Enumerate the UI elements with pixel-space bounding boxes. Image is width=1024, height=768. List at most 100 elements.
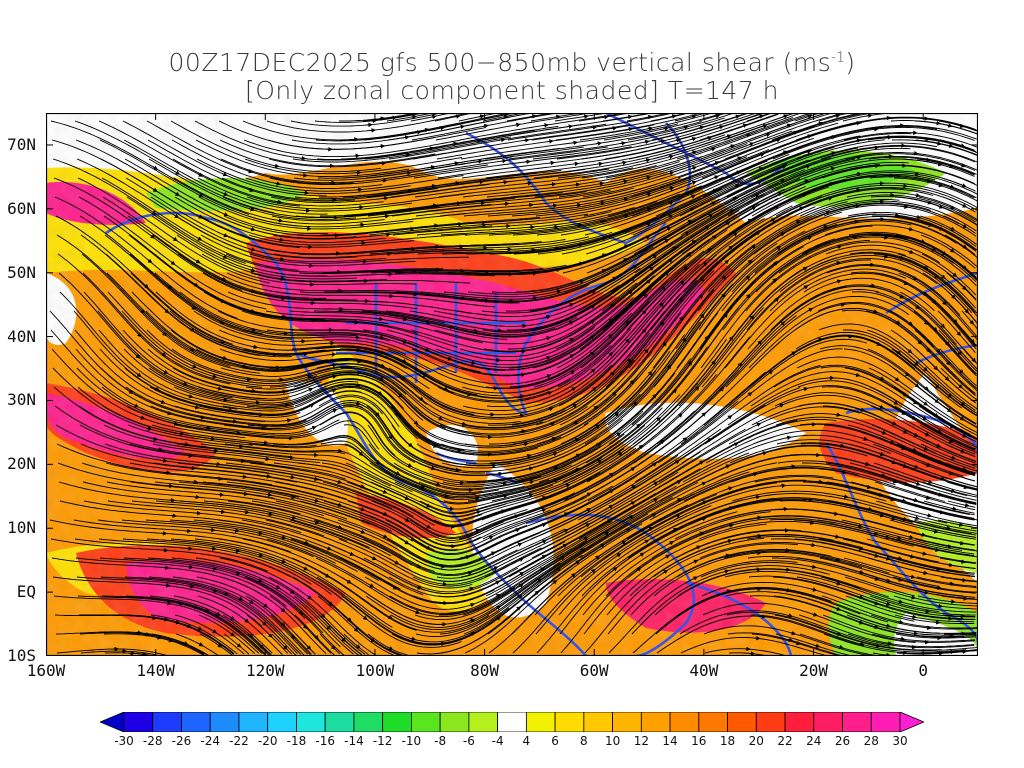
streamline-arrow bbox=[836, 244, 843, 250]
colorbar-under-arrow bbox=[100, 712, 125, 732]
streamline bbox=[389, 146, 608, 179]
streamline bbox=[889, 310, 977, 389]
streamline bbox=[563, 369, 739, 502]
streamline-arrow bbox=[336, 448, 343, 454]
streamline-arrow bbox=[933, 412, 939, 418]
streamline bbox=[553, 201, 745, 312]
colorbar-tick-label: 12 bbox=[633, 734, 649, 748]
streamline-arrow bbox=[678, 297, 683, 303]
streamline-arrow bbox=[576, 222, 583, 228]
streamline bbox=[124, 367, 331, 415]
streamline bbox=[677, 113, 872, 179]
streamline-arrow bbox=[415, 564, 422, 569]
streamline-arrow bbox=[622, 258, 629, 263]
streamline-arrow bbox=[555, 289, 562, 294]
streamline bbox=[372, 284, 590, 303]
streamline-arrow bbox=[949, 599, 956, 604]
streamline-arrow bbox=[622, 197, 629, 202]
lon-label: 20W bbox=[799, 661, 828, 680]
streamline-arrow bbox=[547, 407, 554, 412]
streamline bbox=[462, 161, 680, 198]
streamline bbox=[393, 231, 613, 255]
colorbar-swatch bbox=[842, 712, 872, 732]
streamline-arrow bbox=[635, 423, 641, 429]
streamline-arrow bbox=[627, 289, 633, 295]
streamline-arrow bbox=[381, 489, 388, 494]
streamline bbox=[531, 113, 686, 141]
streamline-arrow bbox=[747, 392, 753, 397]
streamline-arrow bbox=[949, 248, 955, 253]
streamline-arrow bbox=[946, 393, 953, 399]
streamline-arrow bbox=[699, 277, 705, 282]
streamline-arrow bbox=[542, 123, 549, 128]
streamline bbox=[607, 260, 754, 426]
shear-map bbox=[46, 113, 978, 656]
streamline-arrow bbox=[910, 415, 917, 420]
streamline bbox=[414, 167, 634, 198]
streamline bbox=[535, 279, 698, 426]
streamline bbox=[125, 177, 328, 255]
streamline-arrow bbox=[401, 316, 408, 322]
streamline-arrow bbox=[901, 463, 908, 469]
streamline bbox=[148, 158, 357, 220]
streamline bbox=[179, 500, 392, 557]
streamline-arrow bbox=[549, 422, 556, 427]
streamline-arrow bbox=[197, 172, 204, 177]
streamline-arrow bbox=[608, 318, 614, 323]
streamline-arrow bbox=[949, 488, 956, 493]
streamline bbox=[416, 206, 635, 236]
streamline-arrow bbox=[736, 156, 743, 161]
streamline-arrow bbox=[252, 344, 259, 350]
streamline-arrow bbox=[894, 233, 901, 238]
streamline-arrow bbox=[632, 401, 638, 407]
streamline-arrow bbox=[378, 376, 385, 381]
streamline-arrow bbox=[143, 283, 149, 289]
streamline bbox=[539, 197, 738, 293]
streamline-arrow bbox=[732, 232, 738, 237]
streamline bbox=[557, 240, 722, 388]
streamline-arrow bbox=[912, 497, 919, 503]
streamline-arrow bbox=[940, 274, 946, 279]
streamline bbox=[700, 239, 870, 369]
streamline bbox=[779, 254, 973, 314]
colorbar-swatch bbox=[382, 712, 412, 732]
streamline bbox=[562, 339, 727, 483]
streamline-arrow bbox=[646, 279, 652, 284]
streamline bbox=[248, 233, 468, 246]
streamline bbox=[748, 303, 934, 369]
streamline-arrow bbox=[460, 421, 467, 427]
streamline-arrow bbox=[193, 404, 200, 410]
streamline-arrow bbox=[474, 529, 481, 534]
streamline-arrow bbox=[690, 194, 696, 199]
streamline bbox=[395, 471, 601, 527]
colorbar-tick-label: -4 bbox=[491, 734, 504, 748]
streamline-arrow bbox=[724, 464, 731, 469]
streamline bbox=[154, 272, 358, 337]
streamline-arrow bbox=[656, 416, 662, 422]
streamline bbox=[79, 424, 295, 470]
streamline-arrow bbox=[713, 161, 720, 166]
streamline bbox=[218, 329, 432, 373]
streamline bbox=[52, 367, 253, 446]
streamline-arrow bbox=[854, 203, 861, 209]
streamline bbox=[746, 113, 770, 122]
streamline bbox=[74, 120, 275, 214]
streamline-arrow bbox=[331, 408, 338, 414]
streamline-arrow bbox=[911, 447, 918, 452]
streamline bbox=[489, 350, 671, 464]
streamline-arrow bbox=[907, 226, 914, 232]
streamline-arrow bbox=[790, 351, 797, 356]
colorbar-tick-label: -16 bbox=[315, 734, 335, 748]
streamline-arrow bbox=[600, 236, 607, 242]
shade-region bbox=[46, 273, 77, 345]
streamline-arrow bbox=[806, 134, 813, 139]
streamline-arrow bbox=[522, 442, 529, 447]
streamline-arrow bbox=[212, 448, 219, 453]
streamline-arrow bbox=[625, 304, 631, 309]
streamline-arrow bbox=[611, 276, 618, 281]
streamline-arrow bbox=[938, 509, 945, 515]
streamline bbox=[225, 253, 444, 273]
streamline bbox=[363, 348, 571, 399]
colorbar-tick-label: -8 bbox=[434, 734, 447, 748]
streamline bbox=[196, 158, 411, 195]
